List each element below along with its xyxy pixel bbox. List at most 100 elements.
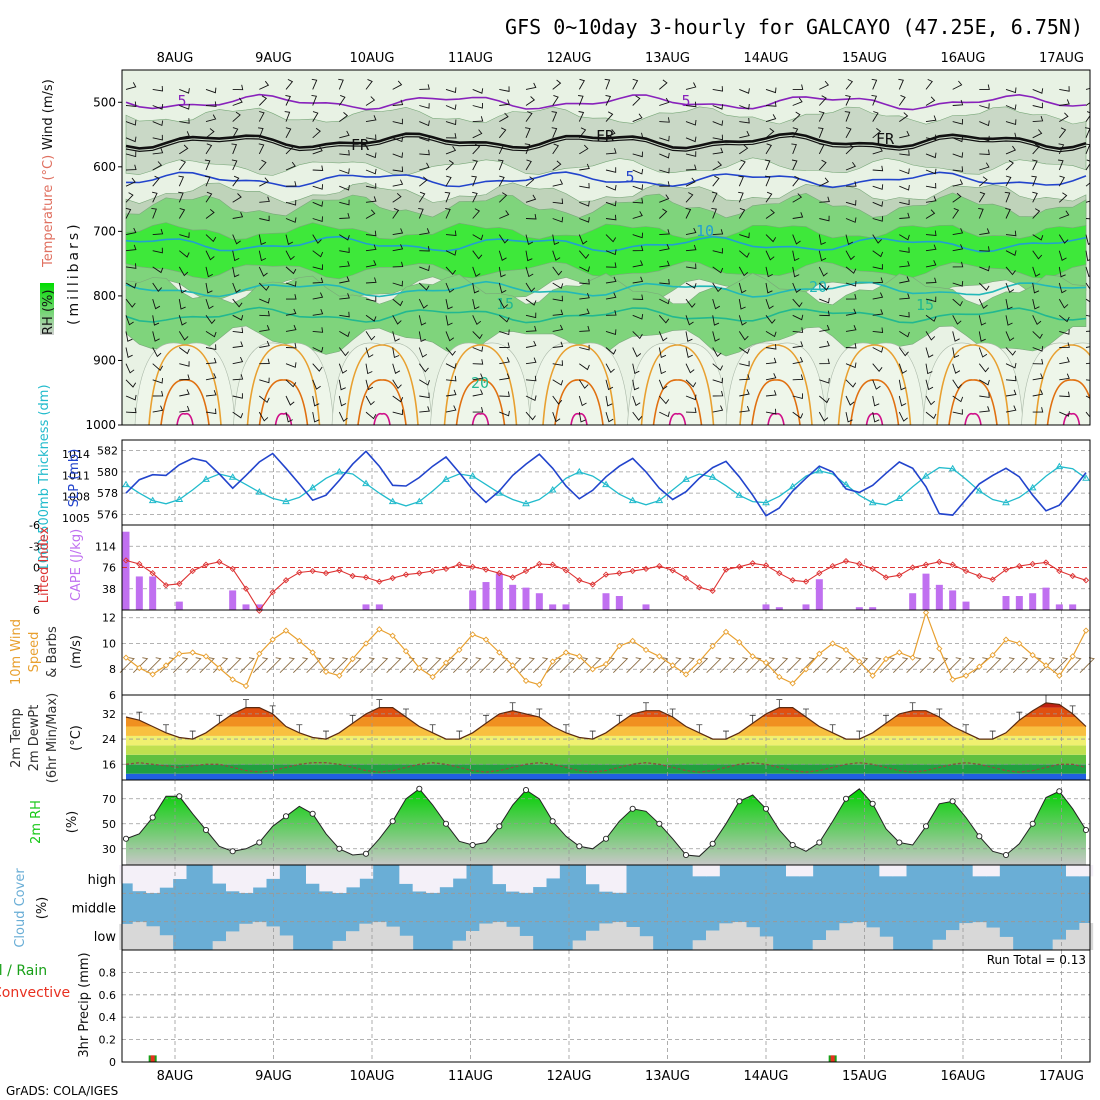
wind-barb: [339, 331, 350, 338]
cloud-low-gap: [1066, 929, 1080, 950]
isotherm-25: [345, 344, 419, 425]
wind-barb: [952, 80, 963, 90]
isotherm-35: [471, 412, 490, 425]
wind-barb: [285, 234, 294, 245]
wind-barb: [552, 179, 564, 187]
upper-air-fill: 5 5 FR FR FR 5 10 15 20 15 20: [122, 70, 1090, 425]
temp-max-marker: [989, 730, 996, 740]
li-point: [762, 562, 770, 569]
li-point: [389, 574, 396, 582]
wind-barb: [365, 78, 373, 90]
wind-barb: [552, 266, 563, 276]
wind-barb: [925, 115, 937, 123]
wind-barb: [525, 96, 536, 106]
wind-barb: [311, 94, 318, 106]
surface-wind-barb: [853, 657, 869, 673]
li-point: [896, 572, 903, 579]
wind-barb: [1032, 358, 1044, 365]
wind-barb: [1032, 102, 1043, 109]
wind-barb: [365, 183, 377, 189]
wind-barb: [339, 311, 350, 318]
surface-wind-barb: [519, 657, 535, 673]
wind-barb: [578, 250, 590, 260]
wind-barb: [899, 130, 910, 139]
wind-barb: [259, 215, 270, 222]
wind-barb: [818, 250, 827, 262]
wind-barb: [605, 249, 617, 256]
temp-legend-label: Temperature (°C): [41, 155, 56, 268]
wind-barb: [445, 230, 457, 236]
wind-speed-point: [256, 650, 263, 657]
wind-barb: [712, 120, 724, 126]
wind-barb: [979, 103, 990, 109]
wind-barb: [205, 114, 217, 123]
cloud-low-gap: [972, 922, 987, 950]
wind-barb: [579, 266, 590, 273]
li-point: [322, 570, 330, 577]
li-point: [909, 564, 916, 571]
wind-barb: [259, 340, 270, 348]
cloud-high-gap: [599, 865, 614, 892]
temp-bands: [126, 702, 1086, 780]
wind-barb: [392, 99, 404, 106]
rh2-point: [896, 839, 903, 846]
wind-barb: [658, 363, 667, 375]
wind-barb: [739, 347, 750, 354]
thickness-point: [975, 487, 984, 494]
wind-barb: [339, 130, 350, 139]
rh-legend-label: RH (%): [41, 290, 56, 335]
cloud-low-gap: [266, 926, 280, 950]
wind-barb: [685, 263, 697, 270]
wind-speed-point: [1082, 627, 1090, 634]
wind-barb: [872, 309, 884, 316]
wind-barb: [499, 391, 510, 397]
wind-barb: [739, 405, 750, 413]
wind-barb: [659, 260, 670, 268]
wind-barb: [552, 341, 564, 348]
wind-barb: [685, 347, 693, 358]
surface-wind-barb: [706, 657, 722, 673]
wind-barb: [152, 347, 162, 358]
wind-barb: [712, 104, 724, 110]
wind-barb: [551, 127, 558, 138]
wind-barb: [738, 266, 749, 277]
wind-barb: [685, 379, 697, 388]
cloud-low-gap: [492, 921, 507, 950]
wind-speed-point: [536, 681, 543, 688]
wind-barb: [659, 135, 670, 142]
wind-speed-point: [389, 632, 396, 639]
temp-max-marker: [536, 708, 543, 718]
surface-wind-barb: [866, 657, 882, 673]
temp-max-marker: [323, 730, 329, 740]
wind-barb: [525, 312, 537, 319]
wind-barb: [285, 362, 297, 368]
thickness-tick-label: 576: [97, 508, 118, 521]
wind-barb: [819, 196, 830, 203]
wind-barb: [259, 196, 270, 203]
li-point: [469, 563, 476, 570]
wind-barb: [365, 134, 377, 141]
thickness-tick-label: 578: [97, 487, 118, 500]
wind-barb: [765, 344, 777, 350]
wind-barb: [232, 374, 244, 381]
wind-barb: [685, 101, 697, 108]
wind-barb: [1058, 282, 1067, 294]
wind-barb: [819, 358, 830, 365]
cape-bar: [802, 604, 810, 610]
wind-barb: [845, 343, 857, 349]
wind-barb: [792, 356, 804, 365]
wind-barb: [871, 78, 878, 90]
wind-barb: [685, 207, 692, 219]
wind-speed-point: [269, 636, 276, 643]
wind-barb: [978, 315, 987, 326]
rh2-point: [416, 785, 423, 792]
wind-barb: [792, 97, 803, 106]
wind-barb: [685, 164, 697, 171]
wind-barb: [792, 393, 803, 399]
wind-barb: [419, 265, 430, 272]
li-point: [136, 560, 143, 568]
wind-barb: [444, 191, 451, 203]
wind-barb: [312, 127, 321, 139]
wind-barb: [872, 111, 879, 122]
li-point: [869, 565, 876, 573]
